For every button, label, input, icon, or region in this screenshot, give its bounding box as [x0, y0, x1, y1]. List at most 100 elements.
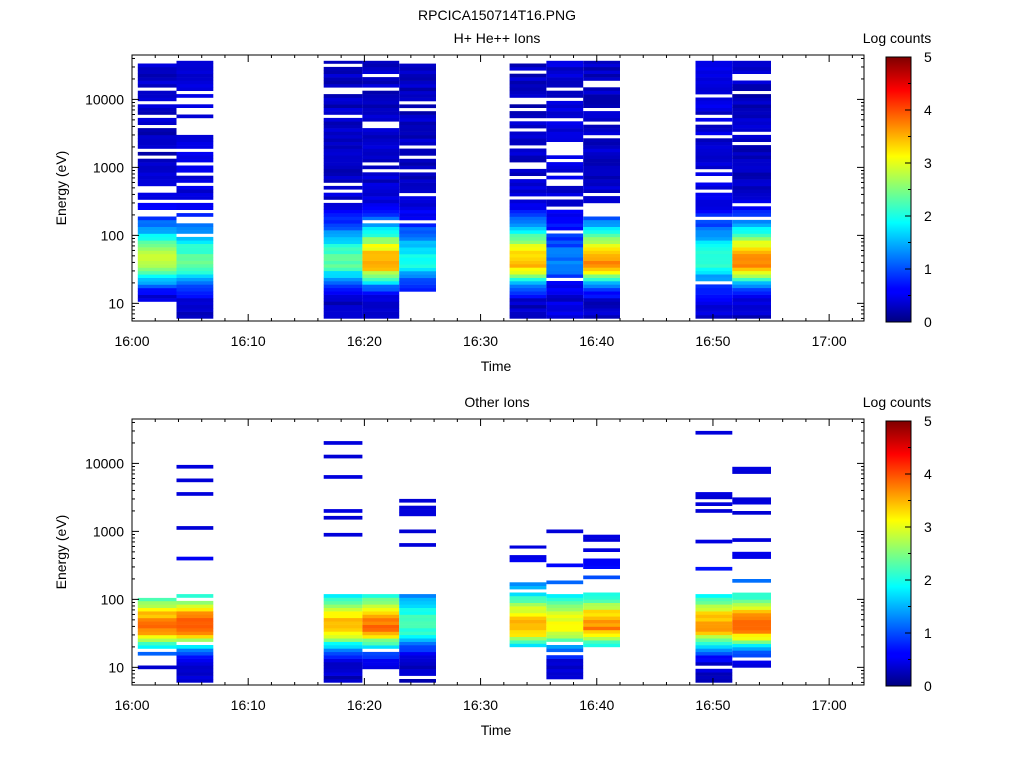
spectrogram-cell: [176, 478, 214, 483]
x-tick-label: 16:50: [695, 697, 730, 713]
spectrogram-cell: [732, 606, 771, 610]
spectrogram-cell: [732, 609, 771, 614]
spectrogram-cell: [509, 192, 547, 197]
spectrogram-cell: [137, 172, 177, 176]
spectrogram-cell: [509, 94, 547, 98]
colorbar-tick-label: 5: [924, 49, 932, 65]
spectrogram-cell: [695, 83, 733, 88]
spectrogram-cell: [732, 470, 771, 474]
spectrogram-cell: [509, 209, 547, 214]
spectrogram-cell: [695, 70, 733, 74]
spectrogram-cell: [137, 80, 177, 85]
colorbar-tick-label: 4: [924, 466, 932, 482]
spectrogram-cell: [732, 145, 771, 149]
spectrogram-cell: [137, 651, 177, 656]
spectrogram-cell: [399, 240, 436, 245]
spectrogram-cell: [583, 162, 620, 166]
spectrogram-cell: [362, 202, 400, 207]
spectrogram-cell: [695, 658, 733, 663]
spectrogram-cell: [583, 155, 620, 159]
spectrogram-cell: [732, 192, 771, 197]
spectrogram-cell: [583, 66, 620, 71]
spectrogram-cell: [695, 73, 733, 78]
spectrogram-cell: [362, 111, 400, 115]
spectrogram-cell: [323, 172, 363, 176]
spectrogram-cell: [695, 66, 733, 71]
spectrogram-cell: [546, 284, 584, 289]
spectrogram-cell: [695, 604, 733, 608]
spectrogram-cell: [399, 233, 436, 238]
spectrogram-cell: [362, 155, 400, 159]
spectrogram-cell: [362, 243, 400, 248]
spectrogram-cell: [176, 679, 214, 683]
spectrogram-cell: [695, 257, 733, 261]
spectrogram-cell: [399, 641, 436, 646]
spectrogram-cell: [583, 151, 620, 156]
spectrogram-cell: [176, 247, 214, 251]
spectrogram-cell: [546, 247, 584, 251]
spectrogram-cell: [583, 264, 620, 268]
spectrogram-cell: [399, 254, 436, 258]
spectrogram-cell: [362, 253, 400, 258]
spectrogram-cell: [362, 277, 400, 282]
spectrogram-cell: [732, 653, 771, 658]
spectrogram-cell: [546, 104, 584, 108]
spectrogram-cell: [137, 165, 177, 170]
spectrogram-cell: [583, 277, 620, 282]
spectrogram-cell: [323, 668, 363, 673]
spectrogram-cell: [732, 264, 771, 268]
spectrogram-cell: [509, 599, 547, 603]
spectrogram-cell: [583, 270, 620, 275]
spectrogram-cell: [546, 189, 584, 193]
spectrogram-cell: [732, 301, 771, 306]
spectrogram-cell: [695, 236, 733, 241]
spectrogram-cell: [695, 104, 733, 108]
spectrogram-cell: [695, 253, 733, 258]
spectrogram-cell: [546, 563, 584, 568]
spectrogram-cell: [137, 267, 177, 272]
spectrogram-cell: [137, 230, 177, 234]
spectrogram-cell: [583, 128, 620, 132]
spectrogram-cell: [695, 607, 733, 612]
spectrogram-cell: [546, 264, 584, 268]
spectrogram-cell: [176, 600, 214, 605]
y-tick-label: 10: [108, 659, 124, 675]
spectrogram-cell: [399, 260, 436, 265]
spectrogram-cell: [399, 189, 436, 194]
spectrogram-cell: [323, 454, 363, 459]
x-tick-label: 16:10: [231, 697, 266, 713]
spectrogram-cell: [176, 114, 214, 119]
spectrogram-cell: [362, 240, 400, 244]
spectrogram-cell: [732, 233, 771, 238]
spectrogram-cell: [695, 202, 733, 207]
spectrogram-cell: [176, 165, 214, 170]
spectrogram-cell: [176, 614, 214, 619]
y-tick-label: 10: [108, 295, 124, 311]
spectrogram-cell: [323, 236, 363, 241]
spectrogram-cell: [399, 186, 436, 190]
spectrogram-cell: [137, 70, 177, 74]
x-tick-label: 16:50: [695, 333, 730, 349]
spectrogram-cell: [399, 617, 436, 622]
spectrogram-cell: [399, 679, 436, 683]
spectrogram-cell: [732, 291, 771, 295]
spectrogram-cell: [583, 247, 620, 251]
spectrogram-cell: [583, 172, 620, 176]
spectrogram-cell: [362, 298, 400, 302]
spectrogram-cell: [546, 250, 584, 255]
spectrogram-cell: [399, 498, 436, 503]
spectrogram-cell: [509, 633, 547, 637]
spectrogram-cell: [509, 264, 547, 268]
spectrogram-cell: [399, 141, 436, 146]
spectrogram-cell: [509, 206, 547, 210]
spectrogram-cell: [362, 60, 400, 64]
spectrogram-cell: [323, 243, 363, 248]
spectrogram-cell: [137, 638, 177, 642]
spectrogram-cell: [546, 223, 584, 227]
x-tick-label: 16:20: [347, 697, 382, 713]
panel-title: Other Ions: [464, 394, 529, 410]
spectrogram-cell: [695, 277, 733, 282]
spectrogram-cell: [509, 77, 547, 81]
spectrogram-cell: [399, 264, 436, 268]
spectrogram-cell: [323, 658, 363, 663]
